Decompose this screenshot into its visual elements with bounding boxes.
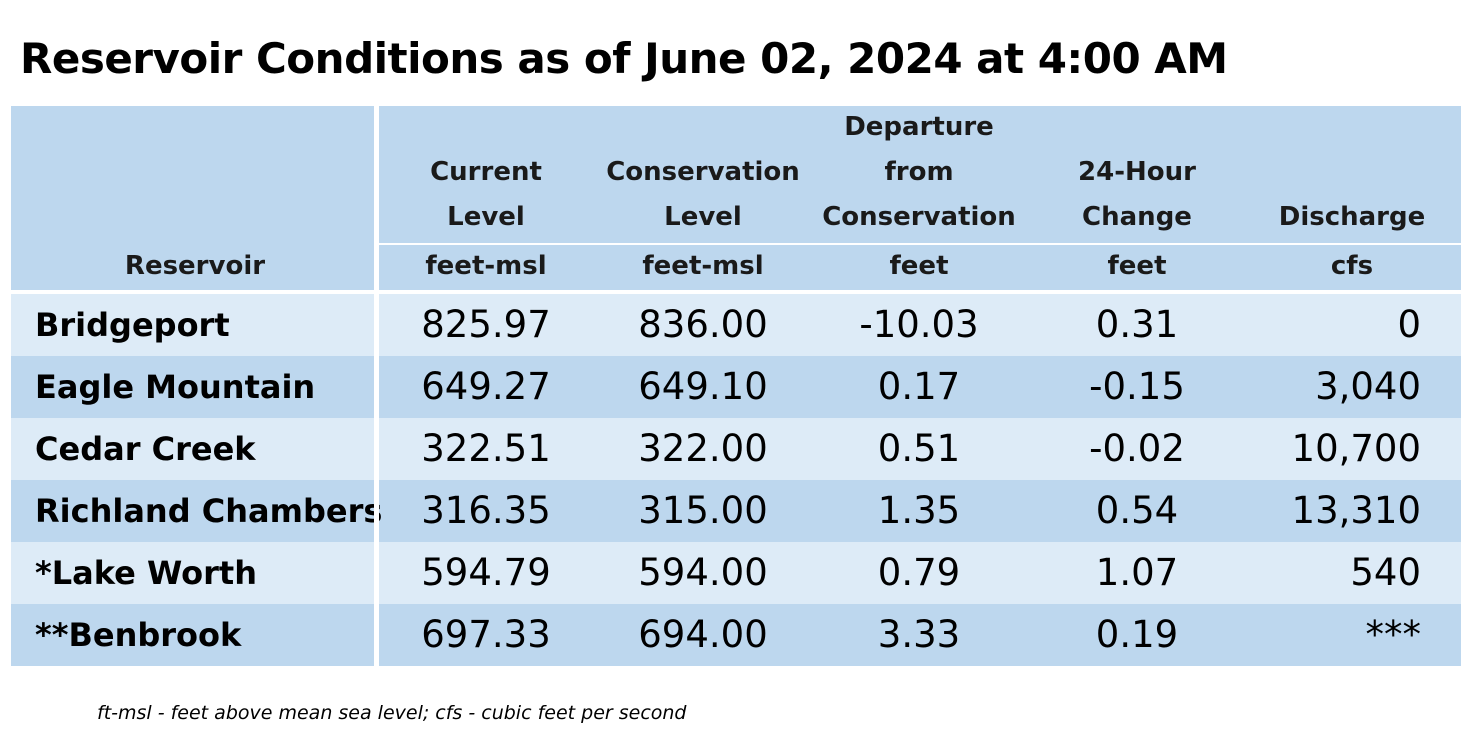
header-conservation-level-2: Level bbox=[664, 202, 742, 232]
change-value: 0.54 bbox=[1095, 489, 1179, 532]
table-row: *Lake Worth 594.79 594.00 0.79 1.07 540 bbox=[11, 542, 1461, 604]
change-value: -0.15 bbox=[1089, 365, 1185, 408]
discharge-value: 540 bbox=[1350, 551, 1421, 594]
change-value: 0.19 bbox=[1095, 613, 1179, 656]
header-departure-2: from bbox=[884, 157, 954, 187]
table-row: Bridgeport 825.97 836.00 -10.03 0.31 0 bbox=[11, 294, 1461, 356]
reservoir-name: Bridgeport bbox=[35, 306, 230, 344]
header-change-2: Change bbox=[1082, 202, 1192, 232]
header-current-level-1: Current bbox=[430, 157, 542, 187]
conservation-level-value: 836.00 bbox=[638, 303, 768, 346]
discharge-value: 10,700 bbox=[1291, 427, 1421, 470]
table-header bbox=[11, 106, 1461, 290]
current-level-value: 825.97 bbox=[421, 303, 551, 346]
current-level-value: 316.35 bbox=[421, 489, 551, 532]
header-change-unit: feet bbox=[1107, 251, 1167, 281]
current-level-value: 322.51 bbox=[421, 427, 551, 470]
table-row: Richland Chambers 316.35 315.00 1.35 0.5… bbox=[11, 480, 1461, 542]
conservation-level-value: 315.00 bbox=[638, 489, 768, 532]
reservoir-name: **Benbrook bbox=[35, 616, 242, 654]
header-departure-unit: feet bbox=[889, 251, 949, 281]
discharge-value: 13,310 bbox=[1291, 489, 1421, 532]
table-row: Eagle Mountain 649.27 649.10 0.17 -0.15 … bbox=[11, 356, 1461, 418]
footnote: ft-msl - feet above mean sea level; cfs … bbox=[97, 702, 687, 724]
header-current-level-2: Level bbox=[447, 202, 525, 232]
header-reservoir: Reservoir bbox=[124, 251, 266, 281]
departure-value: -10.03 bbox=[859, 303, 979, 346]
change-value: 0.31 bbox=[1095, 303, 1179, 346]
reservoir-name: *Lake Worth bbox=[35, 554, 257, 592]
header-current-level-unit: feet-msl bbox=[425, 251, 547, 281]
unit-row-divider bbox=[379, 243, 1461, 245]
header-discharge-1: Discharge bbox=[1278, 202, 1426, 232]
conservation-level-value: 649.10 bbox=[638, 365, 768, 408]
discharge-value: 3,040 bbox=[1315, 365, 1421, 408]
header-departure-3: Conservation bbox=[822, 202, 1016, 232]
discharge-value: *** bbox=[1365, 613, 1422, 656]
change-value: -0.02 bbox=[1089, 427, 1185, 470]
reservoir-name: Richland Chambers bbox=[35, 492, 383, 530]
table-row: **Benbrook 697.33 694.00 3.33 0.19 *** bbox=[11, 604, 1461, 666]
change-value: 1.07 bbox=[1095, 551, 1179, 594]
departure-value: 0.79 bbox=[877, 551, 961, 594]
current-level-value: 697.33 bbox=[421, 613, 551, 656]
header-divider bbox=[11, 290, 1461, 294]
departure-value: 1.35 bbox=[877, 489, 961, 532]
column-divider bbox=[374, 106, 379, 666]
conservation-level-value: 594.00 bbox=[638, 551, 768, 594]
header-discharge-unit: cfs bbox=[1330, 251, 1374, 281]
reservoir-name: Cedar Creek bbox=[35, 430, 256, 468]
header-change-1: 24-Hour bbox=[1078, 157, 1196, 187]
current-level-value: 594.79 bbox=[421, 551, 551, 594]
departure-value: 0.51 bbox=[877, 427, 961, 470]
header-departure-1: Departure bbox=[844, 112, 994, 142]
conservation-level-value: 694.00 bbox=[638, 613, 768, 656]
page-title: Reservoir Conditions as of June 02, 2024… bbox=[20, 34, 1228, 83]
reservoir-name: Eagle Mountain bbox=[35, 368, 316, 406]
discharge-value: 0 bbox=[1397, 303, 1421, 346]
table-row: Cedar Creek 322.51 322.00 0.51 -0.02 10,… bbox=[11, 418, 1461, 480]
header-conservation-level-1: Conservation bbox=[606, 157, 800, 187]
departure-value: 3.33 bbox=[877, 613, 961, 656]
current-level-value: 649.27 bbox=[421, 365, 551, 408]
departure-value: 0.17 bbox=[877, 365, 961, 408]
header-conservation-level-unit: feet-msl bbox=[642, 251, 764, 281]
reservoir-table: Reservoir Current Level feet-msl Conserv… bbox=[11, 106, 1461, 666]
conservation-level-value: 322.00 bbox=[638, 427, 768, 470]
